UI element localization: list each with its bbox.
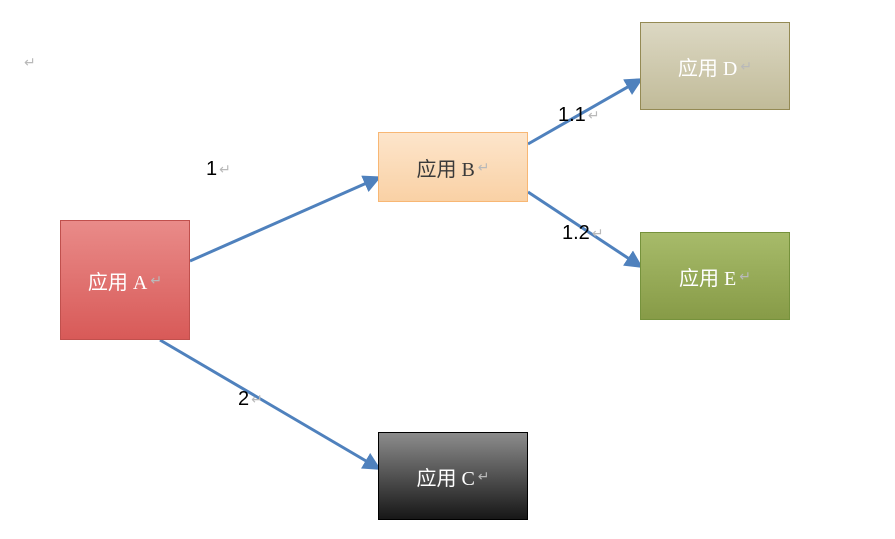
return-glyph-icon: ↵: [588, 107, 600, 124]
edge-B-D-label-text: 1.1: [558, 104, 586, 127]
node-E-text: 应用 E: [679, 262, 736, 291]
diagram-canvas: { "canvas": { "width": 895, "height": 53…: [0, 0, 895, 539]
edge-B-E-label-text: 1.2: [562, 222, 590, 245]
return-glyph-icon: ↵: [739, 268, 751, 285]
node-B: 应用 B↵: [378, 132, 528, 202]
edge-B-E-label: 1.2↵: [562, 222, 604, 245]
node-A: 应用 A↵: [60, 220, 190, 340]
return-glyph-icon: ↵: [478, 468, 490, 485]
node-A-text: 应用 A: [88, 266, 147, 295]
node-C-text: 应用 C: [416, 462, 474, 491]
return-glyph-icon: ↵: [740, 58, 752, 75]
node-B-text: 应用 B: [416, 153, 474, 182]
paragraph-mark: ↵: [24, 54, 36, 71]
node-E-label: 应用 E↵: [679, 262, 751, 291]
node-C-label: 应用 C↵: [416, 462, 489, 491]
edge-B-D-label: 1.1↵: [558, 104, 600, 127]
return-glyph-icon: ↵: [219, 161, 231, 178]
edge-A-B: [190, 178, 378, 261]
edge-A-B-label-text: 1: [206, 158, 217, 181]
node-D-label: 应用 D↵: [678, 52, 752, 81]
node-D-text: 应用 D: [678, 52, 737, 81]
return-glyph-icon: ↵: [592, 225, 604, 242]
return-glyph-icon: ↵: [478, 159, 490, 176]
node-E: 应用 E↵: [640, 232, 790, 320]
edge-A-C: [160, 340, 378, 468]
return-glyph-icon: ↵: [150, 272, 162, 289]
edge-A-C-label-text: 2: [238, 388, 249, 411]
node-B-label: 应用 B↵: [416, 153, 489, 182]
node-A-label: 应用 A↵: [88, 266, 162, 295]
return-glyph-icon: ↵: [251, 391, 263, 408]
node-D: 应用 D↵: [640, 22, 790, 110]
node-C: 应用 C↵: [378, 432, 528, 520]
edge-A-B-label: 1↵: [206, 158, 231, 181]
edge-A-C-label: 2↵: [238, 388, 263, 411]
